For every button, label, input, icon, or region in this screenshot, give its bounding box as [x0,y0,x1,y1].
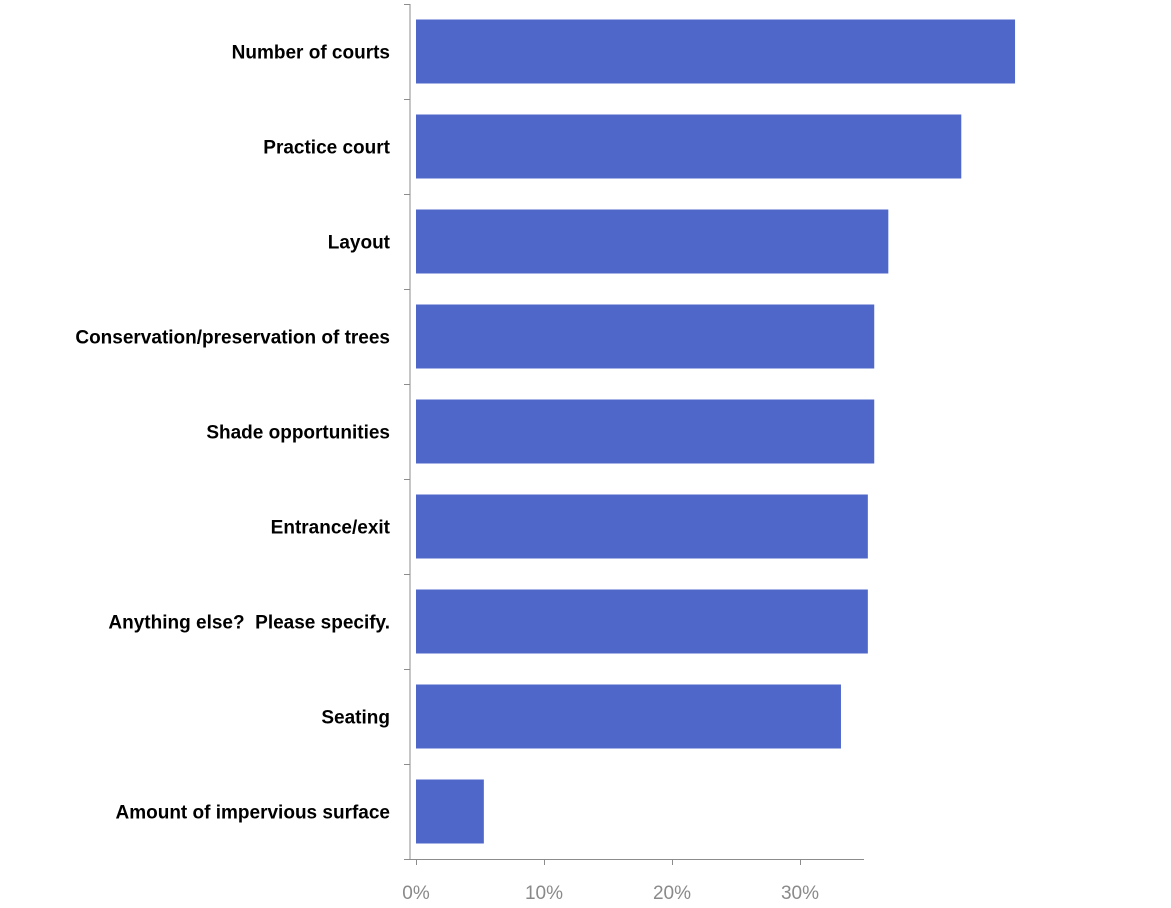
category-label: Anything else? Please specify. [108,613,390,634]
axis-layer [404,4,864,865]
bar-shade-opportunities [416,399,875,464]
category-label: Practice court [263,138,390,159]
x-tick-label: 20% [653,883,691,904]
category-label: Seating [321,708,390,729]
bar-number-of-courts [416,19,1016,84]
category-label: Layout [328,233,391,254]
bar-conservation-preservation-of-trees [416,304,875,369]
category-label: Conservation/preservation of trees [75,328,390,349]
category-label: Shade opportunities [206,423,390,444]
x-tick-label: 0% [402,883,430,904]
bar-seating [416,684,841,749]
x-tick-label: 30% [781,883,819,904]
bar-entrance-exit [416,494,868,559]
bar-amount-of-impervious-surface [416,779,484,844]
x-tick-label: 10% [525,883,563,904]
bar-anything-else-please-specify [416,589,868,654]
labels-layer: 0% 10% 20% 30% Number of courts Practice cour… [75,43,819,905]
category-label: Entrance/exit [271,518,391,539]
bars-layer [416,19,1016,844]
bar-layout [416,209,889,274]
category-label: Number of courts [232,43,390,64]
bar-practice-court [416,114,962,179]
category-label: Amount of impervious surface [116,803,391,824]
